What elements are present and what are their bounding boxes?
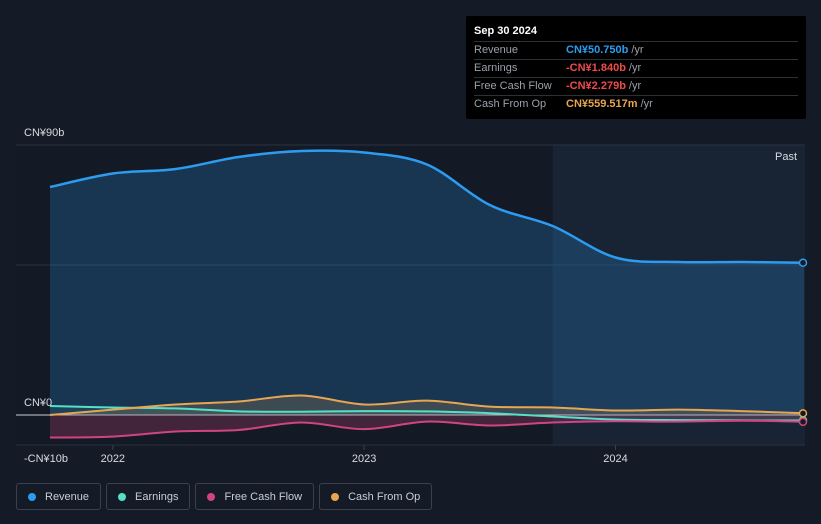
series-lines — [49, 149, 805, 439]
series-endpoint-revenue[interactable] — [798, 258, 808, 267]
x-axis-labels: 2022 2023 2024 — [101, 445, 628, 465]
legend-label: Earnings — [135, 490, 179, 503]
tooltip-panel: Sep 30 2024 Revenue CN¥50.750b /yr Earni… — [466, 16, 806, 119]
past-label: Past — [775, 151, 797, 163]
tooltip-row-revenue: Revenue CN¥50.750b /yr — [474, 41, 798, 59]
tooltip-label: Free Cash Flow — [474, 80, 552, 92]
legend-dot-icon — [207, 492, 216, 501]
tooltip-date: Sep 30 2024 — [474, 25, 537, 37]
x-tick-label: 2023 — [352, 453, 376, 465]
tooltip-row-cash-from-op: Cash From Op CN¥559.517m /yr — [474, 95, 798, 113]
tooltip-value: -CN¥2.279b — [566, 80, 626, 92]
x-tick-label: 2024 — [603, 453, 627, 465]
legend-item-cash-from-op[interactable]: Cash From Op — [319, 483, 433, 510]
tooltip-label: Cash From Op — [474, 98, 547, 110]
series-endpoints — [798, 258, 808, 427]
past-region-background — [552, 145, 805, 445]
grid-lines — [16, 144, 805, 446]
legend-dot-icon — [118, 492, 127, 501]
series-line-revenue — [49, 149, 805, 265]
legend-label: Free Cash Flow — [224, 490, 303, 503]
y-tick-label: CN¥90b — [24, 127, 64, 139]
legend-dot-icon — [28, 492, 36, 501]
tooltip-row-earnings: Earnings -CN¥1.840b /yr — [474, 59, 798, 77]
series-endpoint-free-cash-flow[interactable] — [798, 417, 808, 427]
legend-item-revenue[interactable]: Revenue — [16, 483, 102, 510]
x-tick-label: 2022 — [101, 453, 125, 465]
y-tick-label: CN¥0 — [24, 397, 52, 409]
series-line-free-cash-flow — [49, 419, 805, 439]
tooltip-unit: /yr — [631, 44, 644, 56]
series-endpoint-cash-from-op[interactable] — [798, 409, 808, 418]
tooltip-label: Revenue — [474, 44, 519, 56]
legend-item-free-cash-flow[interactable]: Free Cash Flow — [195, 483, 315, 510]
legend-label: Revenue — [45, 490, 90, 503]
tooltip-unit: /yr — [628, 80, 642, 92]
legend-label: Cash From Op — [348, 490, 421, 503]
tooltip-value: -CN¥1.840b — [566, 62, 626, 74]
y-axis-labels: CN¥90b CN¥0 -CN¥10b — [24, 127, 68, 465]
legend-item-earnings[interactable]: Earnings — [106, 483, 191, 510]
tooltip-row-free-cash-flow: Free Cash Flow -CN¥2.279b /yr — [474, 77, 798, 95]
series-area-cash-from-op — [50, 395, 804, 415]
legend-dot-icon — [331, 492, 340, 501]
series-line-cash-from-op — [49, 394, 805, 416]
tooltip-value: CN¥559.517m — [566, 98, 638, 110]
legend: Revenue Earnings Free Cash Flow Cash Fro… — [16, 483, 433, 510]
tooltip-unit: /yr — [640, 98, 653, 110]
tooltip-label: Earnings — [474, 62, 518, 74]
series-line-earnings — [49, 405, 805, 422]
y-tick-label: -CN¥10b — [24, 453, 68, 465]
series-area-earnings — [50, 406, 804, 421]
tooltip-unit: /yr — [628, 62, 642, 74]
series-area-revenue — [50, 150, 804, 415]
tooltip-value: CN¥50.750b — [566, 44, 629, 56]
